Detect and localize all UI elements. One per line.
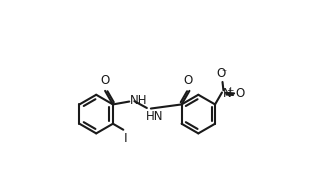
Text: O: O [235,87,245,100]
Text: HN: HN [146,110,163,123]
Text: O: O [216,67,225,80]
Text: O: O [101,74,110,87]
Text: NH: NH [130,94,148,107]
Text: I: I [124,132,128,145]
Text: +: + [226,86,233,95]
Text: ⁻: ⁻ [221,68,226,79]
Text: O: O [184,74,193,87]
Text: N: N [223,87,232,100]
